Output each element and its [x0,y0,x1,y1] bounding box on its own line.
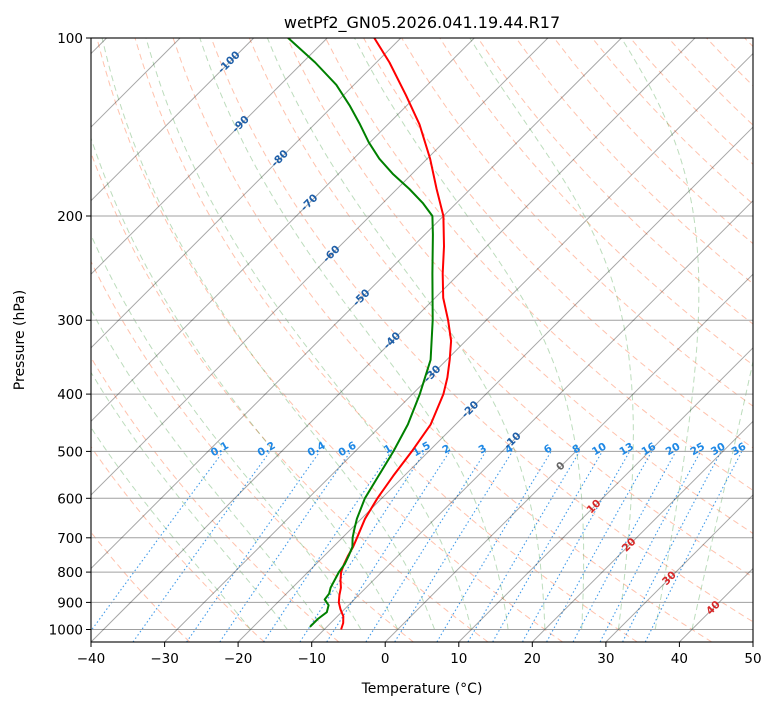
y-axis-label: Pressure (hPa) [12,290,28,390]
profiles [287,38,453,630]
x-tick-label: 10 [450,651,467,667]
isotherm-line [458,347,753,642]
mixing-ratio-line [546,451,653,642]
y-tick-label: 500 [57,444,83,460]
dry-adiabat-line [210,38,753,623]
dry-adiabat-line [91,356,340,642]
moist-adiabat-line [145,38,472,630]
isotherm-line [384,273,753,642]
dry-adiabat-line [286,38,753,535]
moist-adiabat-line [469,38,634,630]
isotherm-line [91,38,402,349]
mixing-ratio-line [132,451,271,642]
mixing-ratio-line [326,451,451,642]
temperature-profile-line [337,38,453,630]
mixing-ratio-line [91,451,224,632]
moist-adiabat-line [266,38,546,630]
isotherm-line [237,126,753,642]
axes: −40 −30 −20 −10 0 10 20 30 40 50 100 200 300 400 500 60… [49,31,762,667]
isotherm-line [91,38,622,570]
dry-adiabat-line [91,445,265,642]
y-tick-label: 600 [57,491,83,507]
y-tick-label: 200 [57,209,83,225]
x-tick-label: −20 [224,651,253,667]
dewpoint-profile-line [287,38,434,628]
chart-title: wetPf2_GN05.2026.041.19.44.R17 [284,13,560,33]
mixing-ratio-line [219,451,352,642]
moist-adiabats [91,38,753,630]
y-tick-label: 900 [57,595,83,611]
y-tick-label: 800 [57,565,83,581]
moist-adiabat-line [101,38,435,630]
dry-adiabat-line [325,38,753,491]
moist-adiabat-line [199,38,509,630]
isotherm-line [164,52,753,642]
dry-adiabat-line [134,38,638,642]
plot-frame [90,37,754,643]
mixing-ratio-line [522,451,631,642]
moist-adiabat-line [91,426,251,630]
x-tick-label: −40 [77,651,106,667]
dry-adiabat-line [172,38,713,642]
dry-adiabat-line [515,38,753,285]
x-tick-label: 50 [744,651,761,667]
dry-adiabats [91,38,753,642]
pressure-grid [91,38,753,630]
moist-adiabat-line [91,371,288,630]
dry-adiabat-line [248,38,753,578]
moist-adiabat-line [620,38,700,630]
mixing-ratio-lines [91,451,743,642]
moist-adiabat-line [91,233,362,630]
isotherm-line [91,38,549,496]
moist-adiabat-line [354,38,585,630]
mixing-ratio-line [572,451,677,642]
y-tick-label: 400 [57,387,83,403]
isotherm-line [91,38,255,202]
isotherm-line [91,38,696,642]
x-tick-label: −10 [297,651,326,667]
mixing-ratio-line [299,451,426,642]
moist-adiabat-line [691,359,753,630]
moist-adiabat-line [91,136,399,630]
mixing-ratio-line [263,451,392,642]
x-tick-label: −30 [150,651,179,667]
isotherm-line [531,420,753,642]
x-tick-label: 20 [524,651,541,667]
x-tick-label: 40 [671,651,688,667]
moist-adiabat-line [91,308,325,630]
y-tick-label: 100 [57,31,83,47]
y-tick-label: 1000 [49,623,83,639]
x-tick-label: 30 [597,651,614,667]
dry-adiabat-line [91,260,414,642]
mixing-ratio-line [186,451,321,642]
mixing-ratio-line [394,451,513,642]
y-tick-label: 300 [57,313,83,329]
x-axis-label: Temperature (°C) [361,681,483,697]
mixing-ratio-line [644,451,743,642]
y-tick-label: 700 [57,531,83,547]
isotherm-line [91,38,475,423]
x-tick-label: 0 [381,651,390,667]
isotherm-line [91,38,328,275]
isotherm-line [311,199,753,642]
isotherms [91,38,753,642]
isotherm-line [605,494,753,642]
